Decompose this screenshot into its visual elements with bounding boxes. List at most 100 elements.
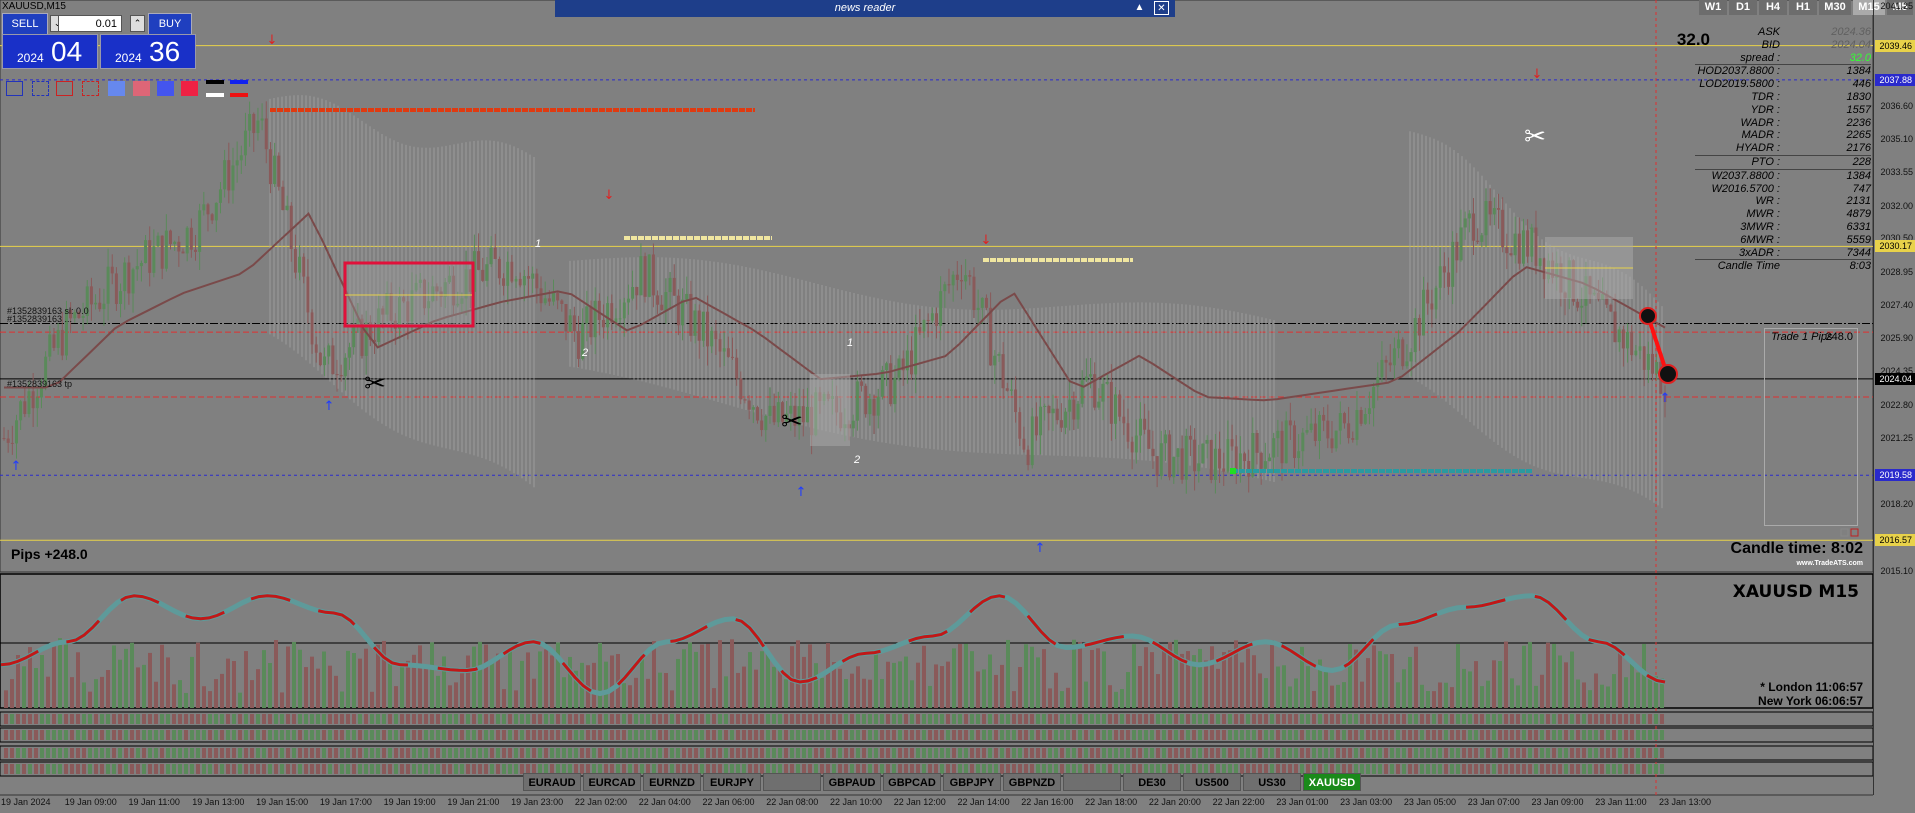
lot-increase-button[interactable]: ⌃ [130, 15, 145, 32]
ask-price-box[interactable]: 2024 36 [100, 34, 196, 69]
candle-body [1430, 303, 1434, 310]
timeframe-m5[interactable]: M5 [1887, 0, 1913, 15]
candle-body [1630, 331, 1634, 356]
histogram-bar [1096, 648, 1100, 708]
histogram-bar [550, 655, 554, 708]
timeframe-m15[interactable]: M15 [1853, 0, 1885, 15]
strip-bar [1366, 748, 1370, 758]
rect-tool-swatch-red[interactable] [56, 81, 73, 96]
candle-body [556, 293, 560, 301]
strip-bar [394, 748, 398, 758]
histogram-bar [1150, 652, 1154, 708]
timeframe-h4[interactable]: H4 [1759, 0, 1787, 15]
candle-body [1068, 399, 1072, 412]
symbol-tab-eurnzd[interactable]: EURNZD [643, 773, 701, 791]
stats-value: 7344 [1846, 246, 1871, 259]
strip-bar [1528, 764, 1532, 774]
candle-body [547, 298, 551, 302]
timeframe-h1[interactable]: H1 [1789, 0, 1817, 15]
strip-bar [334, 730, 338, 740]
symbol-tab-xauusd[interactable]: XAUUSD [1303, 773, 1361, 791]
symbol-tab-gbpcad[interactable]: GBPCAD [883, 773, 941, 791]
strip-bar [844, 730, 848, 740]
strip-bar [1636, 748, 1640, 758]
timeframe-m30[interactable]: M30 [1819, 0, 1851, 15]
strip-bar [370, 748, 374, 758]
stats-row: HOD2037.8800 :1384 [1675, 65, 1875, 78]
line-swatch-red[interactable] [230, 93, 248, 97]
symbol-tab-gbpaud[interactable]: GBPAUD [823, 773, 881, 791]
panel-resize-handle[interactable] [1840, 528, 1849, 537]
news-close-icon[interactable]: ✕ [1154, 1, 1169, 15]
candle-body [252, 113, 256, 134]
timeframe-d1[interactable]: D1 [1729, 0, 1757, 15]
news-collapse-icon[interactable]: ▲ [1134, 2, 1145, 13]
symbol-tab-us500[interactable]: US500 [1183, 773, 1241, 791]
strip-bar [46, 730, 50, 740]
strip-bar [1432, 748, 1436, 758]
lot-size-input[interactable]: 0.01 [58, 15, 122, 32]
trade-entry-marker[interactable] [1639, 307, 1657, 325]
symbol-tab-us30[interactable]: US30 [1243, 773, 1301, 791]
strip-bar [1540, 748, 1544, 758]
rect-tool-swatch-blue[interactable] [6, 81, 23, 96]
symbol-tab-eurcad[interactable]: EURCAD [583, 773, 641, 791]
histogram-bar [484, 644, 488, 708]
strip-bar [280, 714, 284, 724]
strip-bar [1168, 748, 1172, 758]
strip-bar [1528, 748, 1532, 758]
strip-bar [1270, 730, 1274, 740]
strip-bar [1162, 730, 1166, 740]
line-swatch-black[interactable] [206, 80, 224, 84]
news-reader-bar[interactable]: news reader ▲ ✕ [555, 0, 1175, 17]
strip-bar [10, 730, 14, 740]
timeframe-w1[interactable]: W1 [1699, 0, 1727, 15]
fill-swatch-lightblue[interactable] [108, 81, 125, 96]
strip-bar [538, 764, 542, 774]
sell-button[interactable]: SELL [2, 13, 48, 35]
strip-bar [298, 748, 302, 758]
fill-swatch-blue[interactable] [157, 81, 174, 96]
strip-bar [706, 764, 710, 774]
line-swatch-blue[interactable] [230, 80, 248, 84]
candle-body [552, 293, 556, 302]
strip-bar [586, 764, 590, 774]
strip-bar [1594, 748, 1598, 758]
symbol-tab-eurjpy[interactable]: EURJPY [703, 773, 761, 791]
strip-bar [1036, 764, 1040, 774]
candle-body [1251, 433, 1255, 477]
strip-bar [1420, 764, 1424, 774]
strip-bar [1450, 748, 1454, 758]
rect-tool-swatch-blue-dashed[interactable] [32, 81, 49, 96]
panel-resize-handle[interactable] [1850, 528, 1859, 537]
symbol-tab-euraud[interactable]: EURAUD [523, 773, 581, 791]
strip-bar [502, 748, 506, 758]
symbol-tab-gbpjpy[interactable]: GBPJPY [943, 773, 1001, 791]
strip-bar [118, 764, 122, 774]
strip-bar [574, 748, 578, 758]
candle-body [85, 286, 89, 316]
symbol-tab-de30[interactable]: DE30 [1123, 773, 1181, 791]
symbol-tab-gbpnzd[interactable]: GBPNZD [1003, 773, 1061, 791]
strip-bar [712, 730, 716, 740]
histogram-bar [1384, 654, 1388, 708]
candle-body [660, 304, 664, 311]
strip-bar [898, 764, 902, 774]
rect-tool-swatch-red-dashed[interactable] [82, 81, 99, 96]
candle-body [1313, 423, 1317, 441]
strip-bar [1024, 764, 1028, 774]
strip-bar [586, 730, 590, 740]
fill-swatch-red[interactable] [181, 81, 198, 96]
histogram-bar [28, 647, 32, 708]
buy-button[interactable]: BUY [148, 13, 192, 35]
fill-swatch-pink[interactable] [133, 81, 150, 96]
trade-exit-marker[interactable] [1658, 364, 1678, 384]
histogram-bar [124, 648, 128, 708]
line-swatch-white[interactable] [206, 93, 224, 97]
bid-price-box[interactable]: 2024 04 [2, 34, 98, 69]
strip-bar [1132, 764, 1136, 774]
strip-bar [1396, 730, 1400, 740]
strip-bar [202, 764, 206, 774]
strip-bar [22, 764, 26, 774]
candle-body [164, 230, 168, 269]
